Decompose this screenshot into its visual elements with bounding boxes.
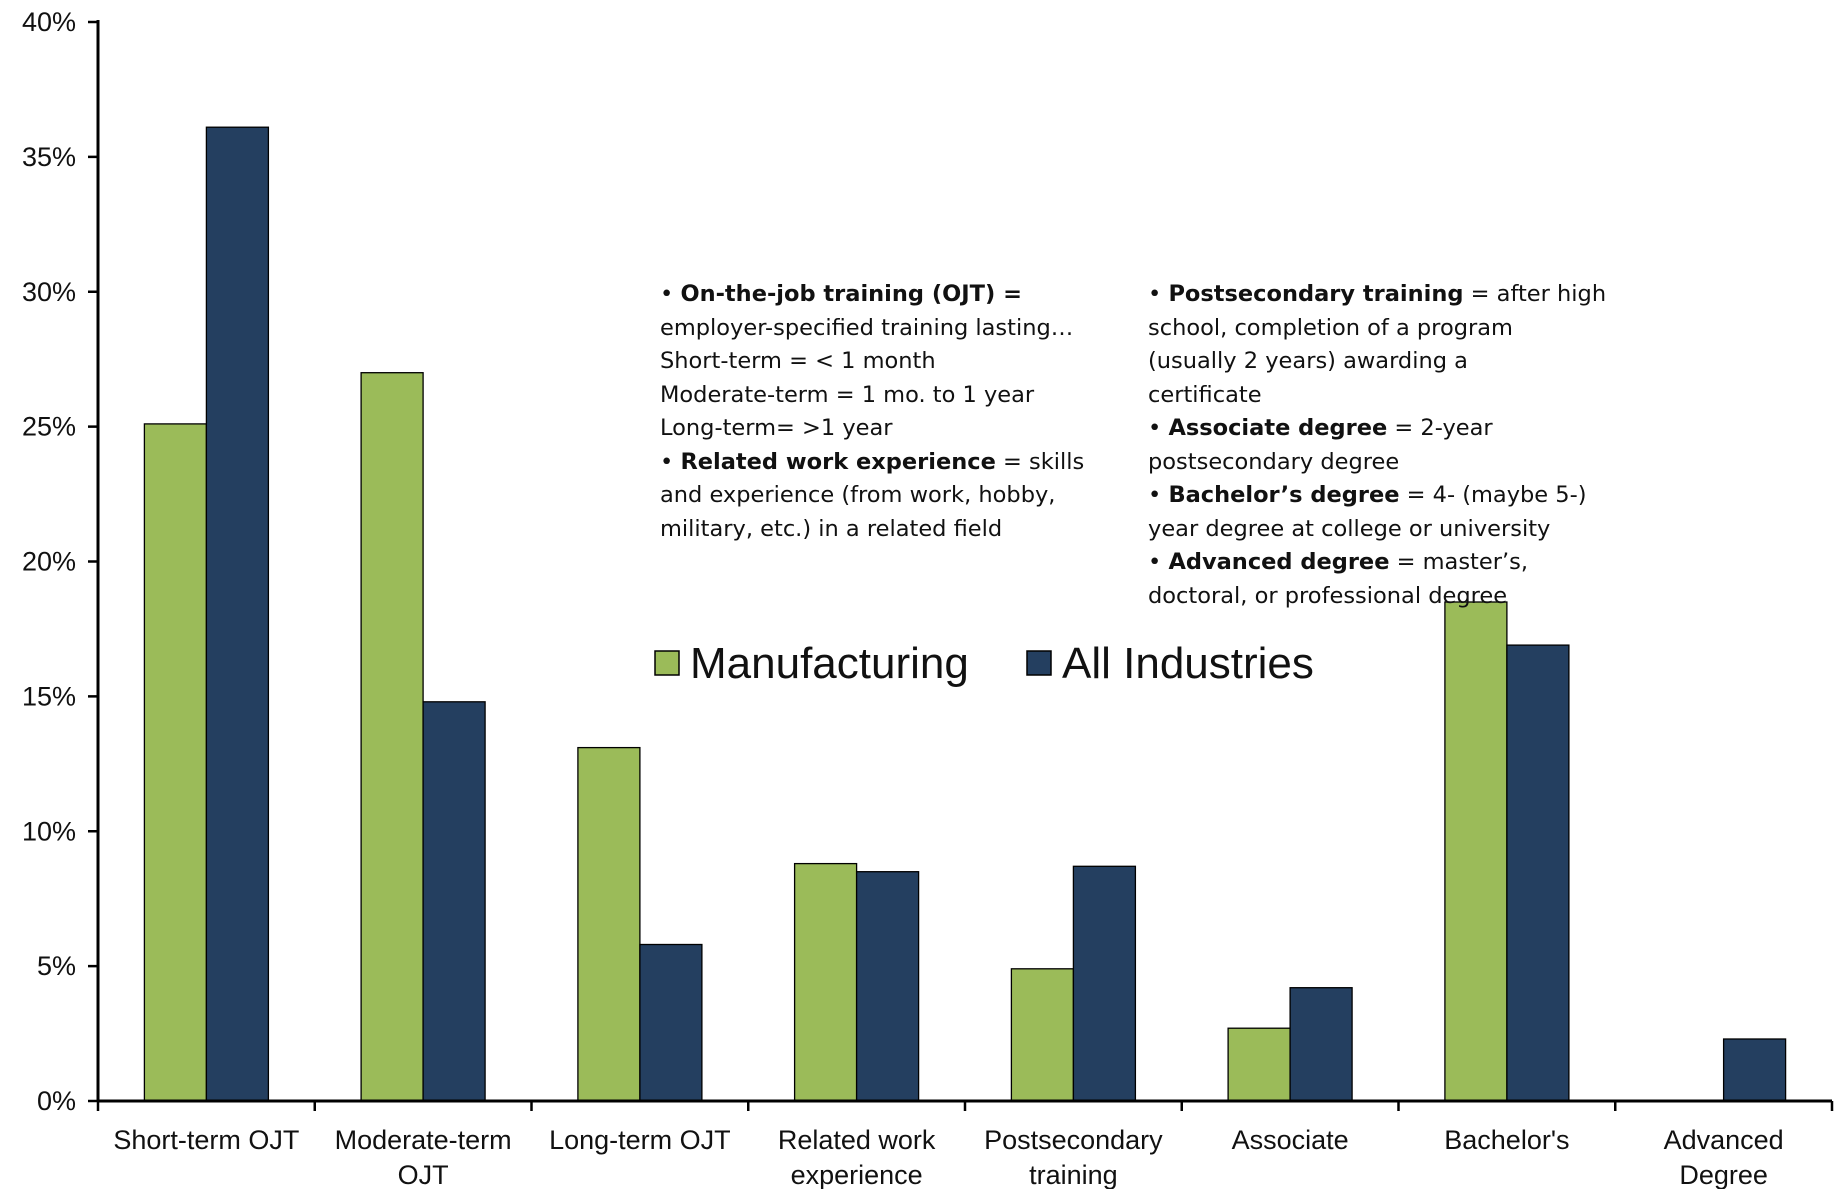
postsecondary-description-1: = after high <box>1470 281 1607 307</box>
ojt-description: employer-specified training lasting… <box>660 314 1074 341</box>
bars-layer <box>143 126 1787 1102</box>
legend-label-1: All Industries <box>1062 639 1314 688</box>
x-tick-label-5-0: Associate <box>1232 1125 1349 1155</box>
bachelors-description-2: year degree at college or university <box>1148 515 1551 542</box>
related-work-description-1: = skills <box>1003 448 1085 475</box>
bar-all-industries-5 <box>1289 987 1353 1102</box>
legend-label-0: Manufacturing <box>690 639 969 688</box>
bar-manufacturing-0 <box>143 423 208 1102</box>
postsecondary-description-2: school, completion of a program <box>1148 314 1513 341</box>
related-work-term: Related work experience <box>680 448 996 475</box>
bar-manufacturing-3 <box>793 862 858 1102</box>
bachelors-term: Bachelor’s degree <box>1168 482 1400 508</box>
x-tick-label-3-1: experience <box>791 1160 923 1189</box>
y-tick-label-3: 15% <box>22 681 76 711</box>
x-tick-label-2-0: Long-term OJT <box>549 1125 731 1155</box>
bar-all-industries-6 <box>1506 644 1570 1102</box>
legend-swatch-0 <box>654 650 680 676</box>
bar-all-industries-2 <box>639 943 703 1102</box>
y-tick-label-4: 20% <box>22 547 76 577</box>
bar-manufacturing-2 <box>577 746 641 1102</box>
legend: Manufacturing All Industries <box>654 639 1314 688</box>
bachelors-description-1: = 4- (maybe 5-) <box>1406 482 1587 508</box>
associate-description-2: postsecondary degree <box>1148 448 1400 475</box>
bar-all-industries-3 <box>855 871 920 1102</box>
x-tick-label-4-1: training <box>1029 1160 1118 1189</box>
associate-term: Associate degree <box>1168 415 1388 441</box>
advanced-description-1: = master’s, <box>1396 549 1528 575</box>
y-tick-label-6: 30% <box>22 277 76 307</box>
associate-description-1: = 2-year <box>1394 415 1493 441</box>
bar-all-industries-1 <box>422 701 486 1102</box>
x-tick-label-7-1: Degree <box>1679 1160 1768 1189</box>
bar-manufacturing-1 <box>360 372 424 1102</box>
bar-manufacturing-4 <box>1010 968 1075 1102</box>
bar-all-industries-4 <box>1072 865 1137 1102</box>
postsecondary-description-4: certificate <box>1148 381 1262 408</box>
legend-swatch-1 <box>1026 650 1052 676</box>
long-term-definition: Long-term= >1 year <box>660 415 893 441</box>
postsecondary-term: Postsecondary training <box>1168 281 1464 307</box>
ojt-term: On-the-job training (OJT) = <box>680 281 1022 307</box>
x-tick-label-1-1: OJT <box>398 1160 449 1189</box>
related-work-description-3: military, etc.) in a related field <box>660 515 1003 542</box>
x-tick-label-6-0: Bachelor's <box>1444 1125 1569 1155</box>
x-tick-label-7-0: Advanced <box>1664 1125 1784 1155</box>
postsecondary-description-3: (usually 2 years) awarding a <box>1148 348 1468 374</box>
axes-layer: 0% 5% 10% 15% 20% 25% 30% 35% 40% Short-term OJT M… <box>22 7 1834 1189</box>
related-work-description-2: and experience (from work, hobby, <box>660 482 1056 508</box>
y-tick-label-8: 40% <box>22 7 76 37</box>
bar-manufacturing-6 <box>1444 601 1508 1102</box>
y-tick-label-7: 35% <box>22 142 76 172</box>
bar-all-industries-0 <box>205 126 270 1102</box>
definitions-note-right: • Postsecondary training = after high sc… <box>1148 278 1606 613</box>
x-tick-label-3-0: Related work <box>778 1125 936 1155</box>
definitions-note-left: • On-the-job training (OJT) = employer-s… <box>660 278 1084 546</box>
x-tick-label-0-0: Short-term OJT <box>113 1125 299 1155</box>
y-tick-label-5: 25% <box>22 412 76 442</box>
short-term-definition: Short-term = < 1 month <box>660 348 936 374</box>
x-tick-label-1-0: Moderate-term <box>335 1125 512 1155</box>
y-tick-label-1: 5% <box>37 951 76 981</box>
advanced-description-2: doctoral, or professional degree <box>1148 582 1508 609</box>
y-tick-label-2: 10% <box>22 816 76 846</box>
bar-all-industries-7 <box>1722 1038 1787 1102</box>
advanced-term: Advanced degree <box>1168 549 1390 575</box>
moderate-term-definition: Moderate-term = 1 mo. to 1 year <box>660 381 1035 408</box>
x-tick-label-4-0: Postsecondary <box>984 1125 1163 1155</box>
bar-manufacturing-5 <box>1227 1027 1291 1102</box>
y-tick-label-0: 0% <box>37 1086 76 1116</box>
